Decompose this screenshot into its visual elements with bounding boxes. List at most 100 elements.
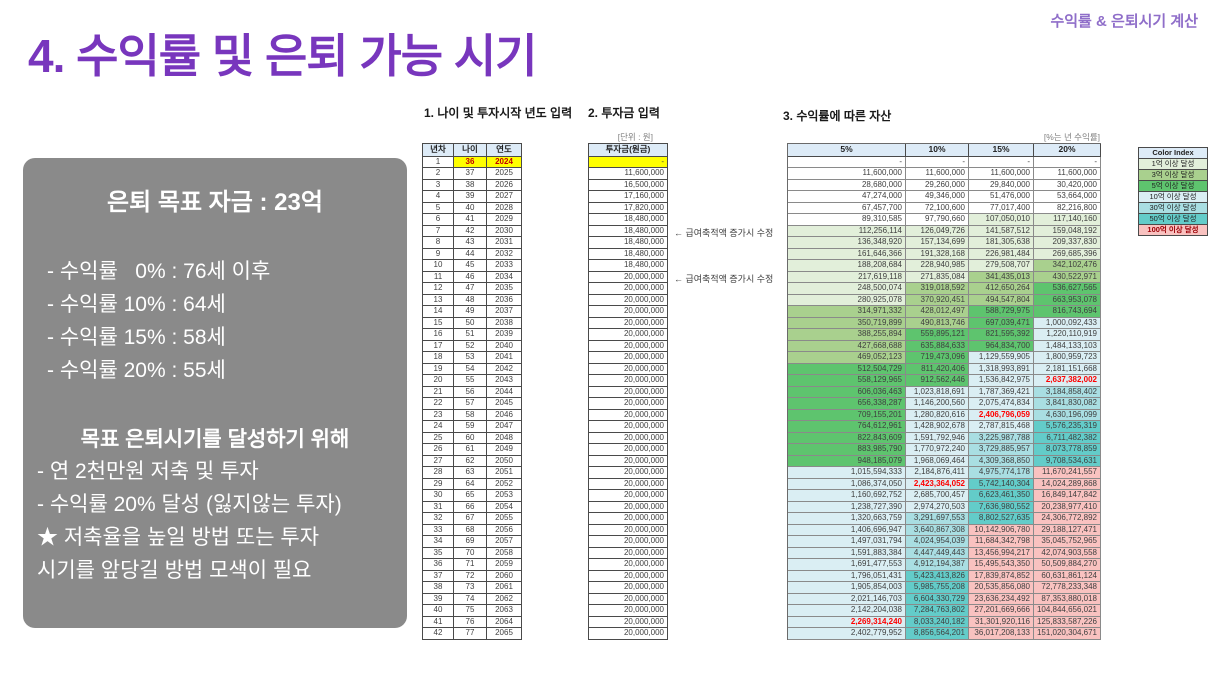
asset-cell: 1,905,854,003 (788, 582, 906, 594)
asset-cell: 89,310,585 (788, 214, 906, 226)
table-row: 36 71 2059 (423, 559, 522, 571)
age-cell: 62 (454, 455, 487, 467)
age-cell: 39 (454, 191, 487, 203)
table-row: 1,320,663,759 3,291,697,553 8,802,527,635 2… (788, 513, 1101, 525)
year-index-cell: 42 (423, 628, 454, 640)
asset-cell: 47,274,000 (788, 191, 906, 203)
asset-cell: 17,839,874,852 (969, 570, 1034, 582)
table-row: 188,208,684 228,940,985 279,508,707 342,102… (788, 260, 1101, 272)
age-cell: 55 (454, 375, 487, 387)
invest-cell: 20,000,000 (589, 386, 668, 398)
asset-cell: 35,045,752,965 (1034, 536, 1101, 548)
asset-cell: 14,024,289,868 (1034, 478, 1101, 490)
table-row: 20,000,000 (589, 524, 668, 536)
age-cell: 45 (454, 260, 487, 272)
table-row: 1,238,727,390 2,974,270,503 7,636,980,552 2… (788, 501, 1101, 513)
asset-cell: 11,600,000 (1034, 168, 1101, 180)
color-index-legend: Color Index 1억 이상 달성 3억 이상 달성 5억 이상 달성 10억 이… (1138, 147, 1208, 236)
asset-cell: 948,185,079 (788, 455, 906, 467)
invest-cell: 20,000,000 (589, 352, 668, 364)
age-cell: 38 (454, 179, 487, 191)
section-2-label: 2. 투자금 입력 (588, 106, 660, 120)
year-index-cell: 10 (423, 260, 454, 272)
asset-table-header: 10% (906, 144, 969, 157)
section-1-label: 1. 나이 및 투자시작 년도 입력 (424, 106, 573, 120)
asset-cell: 107,050,010 (969, 214, 1034, 226)
table-row: 12 47 2035 (423, 283, 522, 295)
table-row: 1,591,883,384 4,447,449,443 13,456,994,217… (788, 547, 1101, 559)
table-row: 11,600,000 11,600,000 11,600,000 11,600,000 (788, 168, 1101, 180)
invest-annotation: ← 급여축적액 증가시 수정 (674, 227, 774, 238)
invest-cell: 20,000,000 (589, 513, 668, 525)
table-row: 16,500,000 (589, 179, 668, 191)
year-cell: 2037 (487, 306, 522, 318)
asset-cell: 136,348,920 (788, 237, 906, 249)
table-row: 32 67 2055 (423, 513, 522, 525)
age-cell: 66 (454, 501, 487, 513)
asset-cell: 559,895,121 (906, 329, 969, 341)
asset-cell: 912,562,446 (906, 375, 969, 387)
invest-cell: 20,000,000 (589, 271, 668, 283)
table-row: 20,000,000 (589, 271, 668, 283)
table-row: 28,680,000 29,260,000 29,840,000 30,420,000 (788, 179, 1101, 191)
age-cell: 47 (454, 283, 487, 295)
asset-cell: 269,685,396 (1034, 248, 1101, 260)
legend-item: 100억 이상 달성 (1139, 225, 1208, 236)
table-row: 606,036,463 1,023,818,691 1,787,369,421 3,1… (788, 386, 1101, 398)
table-row: 13 48 2036 (423, 294, 522, 306)
age-cell: 43 (454, 237, 487, 249)
asset-cell: 248,500,074 (788, 283, 906, 295)
age-cell: 59 (454, 421, 487, 433)
year-cell: 2064 (487, 616, 522, 628)
year-cell: 2052 (487, 478, 522, 490)
year-cell: 2063 (487, 605, 522, 617)
table-row: 4 39 2027 (423, 191, 522, 203)
age-cell: 61 (454, 444, 487, 456)
asset-cell: 3,291,697,553 (906, 513, 969, 525)
table-row: 10 45 2033 (423, 260, 522, 272)
asset-cell: 719,473,096 (906, 352, 969, 364)
year-cell: 2054 (487, 501, 522, 513)
invest-cell: 20,000,000 (589, 340, 668, 352)
asset-cell: 20,535,856,080 (969, 582, 1034, 594)
table-row: 67,457,700 72,100,600 77,017,400 82,216,800 (788, 202, 1101, 214)
year-index-cell: 32 (423, 513, 454, 525)
year-cell: 2025 (487, 168, 522, 180)
asset-cell: 11,600,000 (906, 168, 969, 180)
age-cell: 77 (454, 628, 487, 640)
table-row: 20,000,000 (589, 616, 668, 628)
year-cell: 2031 (487, 237, 522, 249)
table-row: 27 62 2050 (423, 455, 522, 467)
asset-cell: 388,255,894 (788, 329, 906, 341)
asset-cell: 72,778,233,348 (1034, 582, 1101, 594)
table-row: 20,000,000 (589, 559, 668, 571)
year-cell: 2027 (487, 191, 522, 203)
year-index-cell: 29 (423, 478, 454, 490)
table-row: ---- (788, 156, 1101, 168)
asset-cell: 1,591,883,384 (788, 547, 906, 559)
year-index-cell: 23 (423, 409, 454, 421)
asset-cell: 209,337,830 (1034, 237, 1101, 249)
asset-cell: 2,021,146,703 (788, 593, 906, 605)
table-row: 20,000,000 (589, 329, 668, 341)
retirement-target-title: 은퇴 목표 자금 : 23억 (107, 189, 323, 216)
table-row: 3 38 2026 (423, 179, 522, 191)
year-index-cell: 21 (423, 386, 454, 398)
table-row: 20,000,000 (589, 363, 668, 375)
asset-cell: 11,670,241,557 (1034, 467, 1101, 479)
asset-cell: 1,238,727,390 (788, 501, 906, 513)
table-row: 1,497,031,794 4,024,954,039 11,684,342,798… (788, 536, 1101, 548)
year-cell: 2051 (487, 467, 522, 479)
asset-cell: 2,787,815,468 (969, 421, 1034, 433)
asset-cell: 350,719,899 (788, 317, 906, 329)
asset-cell: 51,476,000 (969, 191, 1034, 203)
invest-cell: 20,000,000 (589, 306, 668, 318)
invest-cell: 20,000,000 (589, 329, 668, 341)
asset-cell: 1,484,133,103 (1034, 340, 1101, 352)
table-row: 18,480,000 (589, 237, 668, 249)
table-row: 20,000,000 (589, 375, 668, 387)
asset-cell: 8,033,240,182 (906, 616, 969, 628)
rate-summary-list: - 수익률 0% : 76세 이후 - 수익률 10% : 64세 - 수익률 15… (47, 255, 407, 387)
year-cell: 2060 (487, 570, 522, 582)
